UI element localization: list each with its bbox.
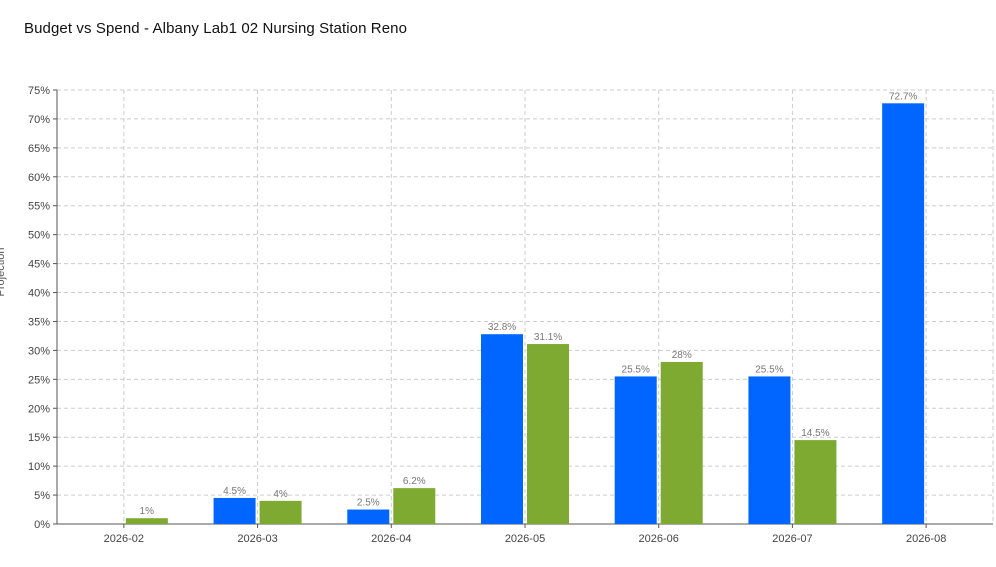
y-tick-label: 20% <box>28 403 50 415</box>
x-tick-label: 2026-02 <box>104 533 144 545</box>
data-label: 14.5% <box>801 428 829 439</box>
bar-blue-2026-08 <box>882 103 925 525</box>
bar-blue-2026-06 <box>614 376 657 524</box>
bar-green-2026-02 <box>125 518 168 524</box>
x-tick-label: 2026-07 <box>772 533 812 545</box>
y-tick-label: 30% <box>28 345 50 357</box>
y-tick-label: 35% <box>28 316 50 328</box>
y-tick-label: 75% <box>28 85 50 97</box>
data-label: 31.1% <box>534 332 562 343</box>
y-axis-label: Projection <box>0 248 7 297</box>
y-tick-label: 0% <box>34 519 50 531</box>
y-tick-label: 10% <box>28 461 50 473</box>
y-tick-label: 65% <box>28 143 50 155</box>
data-label: 25.5% <box>755 364 783 375</box>
y-tick-label: 40% <box>28 288 50 300</box>
y-tick-label: 60% <box>28 172 50 184</box>
x-tick-label: 2026-04 <box>371 533 411 545</box>
x-tick-label: 2026-05 <box>505 533 545 545</box>
bar-green-2026-03 <box>259 500 302 524</box>
data-label: 4.5% <box>223 486 246 497</box>
data-label: 72.7% <box>889 91 917 102</box>
y-tick-label: 70% <box>28 114 50 126</box>
x-tick-label: 2026-06 <box>639 533 679 545</box>
data-label: 28% <box>672 350 692 361</box>
data-label: 25.5% <box>622 364 650 375</box>
chart-title: Budget vs Spend - Albany Lab1 02 Nursing… <box>24 20 408 37</box>
x-tick-label: 2026-03 <box>237 533 277 545</box>
bar-blue-2026-04 <box>347 509 390 524</box>
data-label: 1% <box>140 506 155 517</box>
y-tick-label: 5% <box>34 490 50 502</box>
bar-blue-2026-03 <box>213 497 256 524</box>
bar-green-2026-04 <box>393 488 436 524</box>
x-tick-label: 2026-08 <box>906 533 946 545</box>
bar-blue-2026-05 <box>481 334 523 524</box>
y-tick-label: 55% <box>28 201 50 213</box>
bar-green-2026-06 <box>660 361 703 524</box>
bar-green-2026-05 <box>527 344 569 524</box>
data-label: 6.2% <box>403 476 426 487</box>
data-label: 2.5% <box>357 498 380 509</box>
bar-green-2026-07 <box>794 440 837 524</box>
y-tick-label: 50% <box>28 230 50 242</box>
data-label: 4% <box>273 489 288 500</box>
data-label: 32.8% <box>488 322 516 333</box>
bar-blue-2026-07 <box>748 376 791 524</box>
y-tick-label: 15% <box>28 432 50 444</box>
y-tick-label: 45% <box>28 259 50 271</box>
y-tick-label: 25% <box>28 374 50 386</box>
